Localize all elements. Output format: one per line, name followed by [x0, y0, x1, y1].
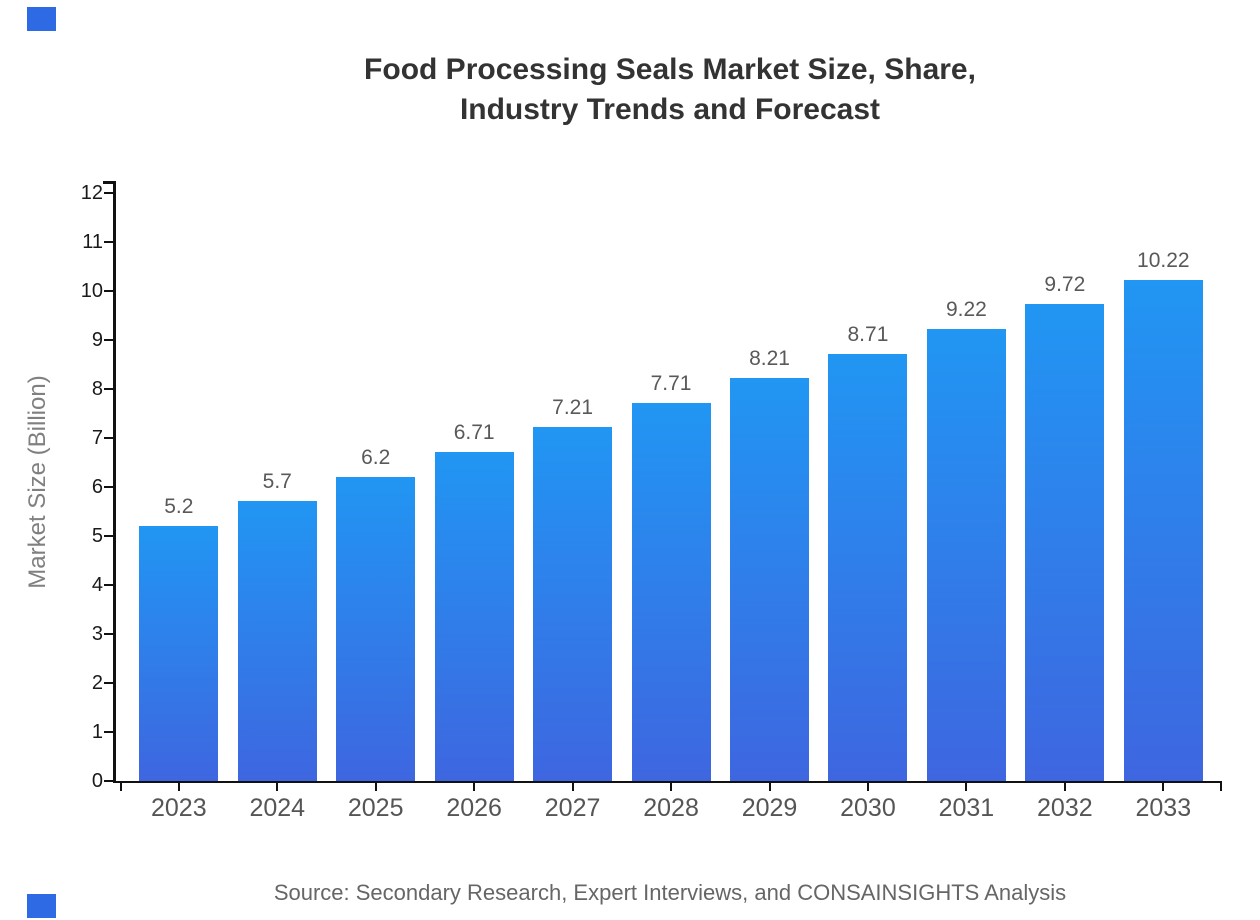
y-axis-tick: [104, 780, 113, 782]
x-axis-end-tick: [1219, 783, 1222, 791]
x-axis-tick: [1162, 783, 1165, 791]
bar-value-label: 6.71: [453, 420, 495, 444]
bar-value-label: 6.2: [361, 445, 391, 469]
x-axis-tick: [276, 783, 279, 791]
y-axis-tick-label: 4: [91, 573, 103, 596]
y-axis-tick: [104, 632, 113, 635]
bar-value-label: 9.22: [945, 297, 987, 321]
bar-value-label: 5.2: [164, 494, 194, 518]
chart-title-line-1: Food Processing Seals Market Size, Share…: [364, 53, 976, 86]
y-axis-tick-label: 11: [82, 230, 103, 253]
y-axis-tick: [104, 681, 113, 684]
bar-2026: [434, 451, 514, 781]
y-axis-tick-label: 5: [91, 524, 103, 547]
bar-2031: [926, 328, 1006, 781]
y-axis-tick: [104, 338, 113, 341]
y-axis-tick-label: 1: [91, 720, 103, 743]
bar-2032: [1025, 304, 1105, 781]
y-axis-line: [113, 181, 116, 783]
chart-title: Food Processing Seals Market Size, Share…: [80, 50, 1260, 130]
x-axis-line: [113, 780, 1222, 783]
x-axis-tick-label: 2023: [150, 794, 207, 822]
y-axis-tick: [104, 289, 113, 292]
x-axis-tick: [374, 783, 377, 791]
y-axis-tick-label: 10: [80, 279, 103, 302]
y-axis-tick: [104, 583, 113, 586]
y-axis-tick-label: 0: [91, 770, 103, 792]
y-axis-tick: [104, 436, 113, 439]
x-axis-tick-label: 2024: [249, 794, 306, 822]
y-axis-tick-label: 2: [91, 671, 103, 694]
brand-square-top-left-icon: [27, 7, 56, 31]
chart-title-line-2: Industry Trends and Forecast: [459, 93, 881, 126]
bar-value-label: 7.21: [552, 396, 594, 420]
y-axis-tick: [104, 240, 113, 243]
source-note: Source: Secondary Research, Expert Inter…: [273, 880, 1067, 905]
bar-2025: [336, 476, 416, 781]
x-axis-left-end-tick: [120, 783, 122, 791]
x-axis-tick: [866, 783, 869, 791]
y-axis-tick-label: 9: [91, 328, 103, 351]
x-axis-tick-label: 2029: [741, 794, 798, 822]
bar-2024: [237, 501, 317, 781]
x-axis-tick-label: 2028: [643, 794, 699, 822]
x-axis-tick: [670, 783, 673, 791]
bar-value-label: 10.22: [1137, 248, 1190, 272]
y-axis-tick-label: 7: [91, 426, 103, 449]
bar-value-label: 8.71: [847, 322, 889, 346]
bar-value-label: 8.21: [749, 347, 790, 371]
x-axis-tick-label: 2027: [544, 794, 601, 822]
x-axis-tick: [768, 783, 771, 791]
x-axis-tick: [177, 783, 180, 791]
x-axis-tick-label: 2030: [840, 794, 896, 822]
x-axis-tick-label: 2032: [1037, 794, 1093, 822]
y-axis-tick-label: 12: [80, 181, 103, 204]
x-axis-tick: [1063, 783, 1066, 791]
y-axis-tick-label: 6: [91, 475, 103, 498]
x-axis-tick-label: 2026: [446, 794, 502, 822]
bar-value-label: 9.72: [1044, 273, 1086, 297]
y-axis-tick: [104, 730, 113, 733]
y-axis-tick: [104, 191, 113, 194]
bar-2028: [631, 402, 711, 781]
x-axis-tick: [473, 783, 476, 791]
bar-2023: [139, 525, 219, 781]
y-axis-tick: [104, 387, 113, 390]
x-axis-tick: [965, 783, 968, 791]
x-axis-tick: [571, 783, 574, 791]
y-axis-tick-label: 8: [91, 377, 103, 400]
y-axis-tick: [104, 534, 113, 537]
bar-2029: [730, 378, 809, 781]
brand-square-bottom-left-icon: [27, 894, 56, 918]
bar-value-label: 7.71: [650, 371, 692, 395]
x-axis-tick-label: 2033: [1135, 794, 1192, 822]
x-axis-tick-label: 2025: [347, 794, 404, 822]
bar-2030: [828, 353, 908, 781]
bar-value-label: 5.7: [262, 470, 292, 494]
y-axis-tick-label: 3: [91, 622, 103, 645]
bar-2033: [1123, 279, 1203, 781]
y-axis-end-tick: [103, 181, 113, 184]
y-axis-tick: [104, 485, 113, 488]
bar-2027: [533, 427, 613, 781]
x-axis-tick-label: 2031: [938, 794, 995, 822]
